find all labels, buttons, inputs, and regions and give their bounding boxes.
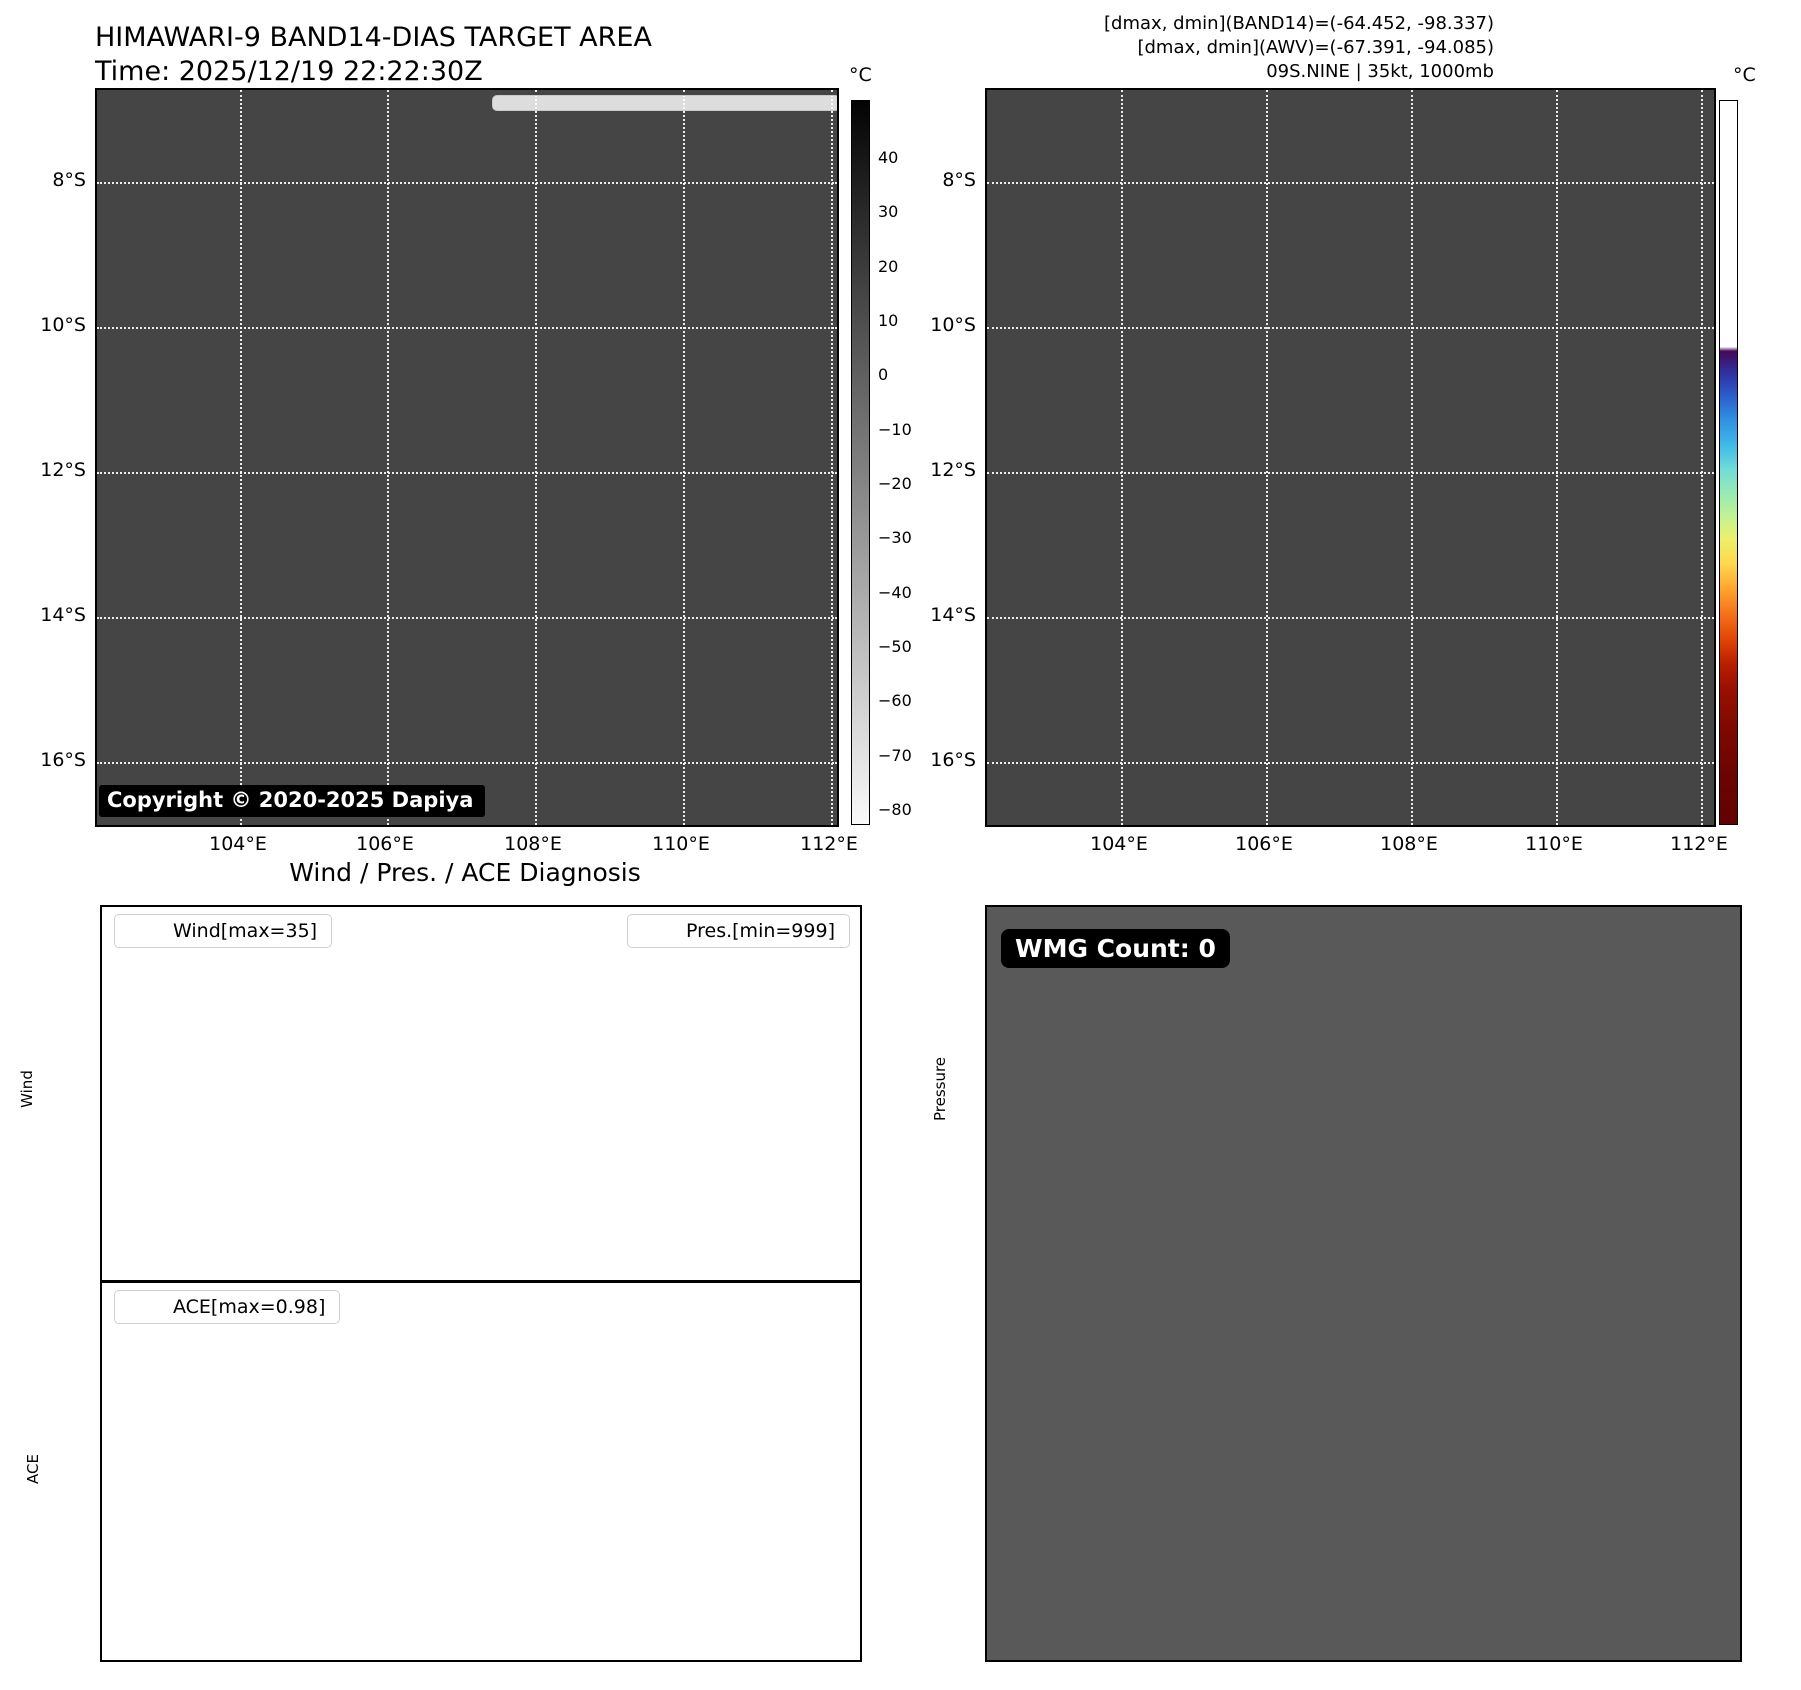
latitude-gridline [97,617,837,619]
dmax-dmin-awv: [dmax, dmin](AWV)=(-67.391, -94.085) [1137,37,1494,58]
band14-colorbar-tick: −60 [878,691,912,711]
wind-legend: Wind[max=35] [114,914,333,948]
band14-colorbar-tick: −70 [878,745,912,765]
longitude-gridline [240,90,242,825]
celsius-unit-right: °C [1733,64,1756,86]
wmg-mask-panel: WMG Count: 0 [985,905,1742,1662]
longitude-gridline [535,90,537,825]
ace-plot [102,1283,860,1660]
time-label: Time: 2025/12/19 22:22:30Z [95,56,483,87]
latitude-gridline [987,762,1714,764]
band14-colorbar-tick: 40 [878,148,899,167]
band14-colorbar-tick: −20 [878,473,912,493]
latitude-gridline [97,327,837,329]
ace-chart: ACE[max=0.98] [100,1281,862,1662]
map-legend [492,95,837,111]
ace-legend: ACE[max=0.98] [114,1290,341,1324]
band14-colorbar-tick: −40 [878,582,912,602]
longitude-gridline [1701,90,1703,825]
latitude-gridline [987,472,1714,474]
awv-lat-tick: 12°S [930,459,976,481]
awv-lon-tick: 110°E [1525,833,1583,855]
stats-header: [dmax, dmin](BAND14)=(-64.452, -98.337) … [1104,12,1494,84]
copyright-label: Copyright © 2020-2025 Dapiya [99,785,486,817]
awv-lon-tick: 112°E [1670,833,1728,855]
band14-colorbar-tick: 10 [878,310,899,330]
awv-lat-tick: 16°S [930,749,976,771]
band14-colorbar-tick: −10 [878,419,912,439]
longitude-gridline [1411,90,1413,825]
longitude-gridline [831,90,833,825]
longitude-gridline [1556,90,1558,825]
latitude-gridline [97,182,837,184]
awv-colorbar [1719,100,1738,825]
wmg-mask-imagery [987,907,1740,1660]
latitude-gridline [987,182,1714,184]
pressure-legend: Pres.[min=999] [627,914,850,948]
band14-colorbar-tick: 30 [878,202,899,222]
page-title: HIMAWARI-9 BAND14-DIAS TARGET AREA [95,22,652,53]
storm-tracks-overlay [97,90,837,825]
latitude-gridline [987,327,1714,329]
awv-lon-tick: 106°E [1235,833,1293,855]
longitude-gridline [1266,90,1268,825]
wmg-count-label: WMG Count: 0 [1001,929,1230,968]
band14-lon-tick: 112°E [800,833,858,855]
band14-lon-tick: 110°E [652,833,710,855]
band14-lat-tick: 12°S [40,459,86,481]
band14-lat-tick: 10°S [40,314,86,336]
awv-lat-tick: 14°S [930,604,976,626]
band14-colorbar-tick: −80 [878,799,912,819]
ace-legend-label: ACE[max=0.98] [173,1296,326,1318]
band14-colorbar-tick: −50 [878,636,912,656]
latitude-gridline [987,617,1714,619]
awv-colorized-map [985,88,1716,827]
celsius-unit-left: °C [849,64,872,86]
band14-lat-tick: 8°S [52,169,86,191]
storm-id-label: 09S.NINE | 35kt, 1000mb [1266,61,1494,82]
latitude-gridline [97,472,837,474]
band14-colorbar-tick: 20 [878,256,899,276]
longitude-gridline [683,90,685,825]
wind-legend-label: Wind[max=35] [173,920,318,942]
longitude-gridline [1121,90,1123,825]
ace-axis-label: ACE [24,1454,42,1484]
pressure-legend-swatch [642,929,676,934]
wind-pressure-chart: Wind[max=35] Pres.[min=999] [100,905,862,1282]
band14-lon-tick: 106°E [356,833,414,855]
longitude-gridline [387,90,389,825]
band14-colorbar [851,100,870,825]
band14-lon-tick: 108°E [504,833,562,855]
ace-legend-swatch [129,1305,163,1310]
latitude-gridline [97,762,837,764]
dmax-dmin-band14: [dmax, dmin](BAND14)=(-64.452, -98.337) [1104,13,1494,34]
band14-colorbar-tick: −30 [878,528,912,548]
awv-lon-tick: 108°E [1380,833,1438,855]
band14-lat-tick: 16°S [40,749,86,771]
pressure-axis-label: Pressure [931,1056,949,1122]
pressure-legend-label: Pres.[min=999] [686,920,835,942]
band14-lon-tick: 104°E [209,833,267,855]
awv-imagery [987,90,1714,825]
awv-lat-tick: 8°S [942,169,976,191]
band14-satellite-map: Copyright © 2020-2025 Dapiya [95,88,839,827]
awv-lat-tick: 10°S [930,314,976,336]
awv-lon-tick: 104°E [1090,833,1148,855]
band14-lat-tick: 14°S [40,604,86,626]
diagnosis-section-title: Wind / Pres. / ACE Diagnosis [289,858,641,887]
band14-colorbar-tick: 0 [878,365,889,385]
wind-axis-label: Wind [18,1070,36,1108]
wind-pressure-plot [102,907,860,1280]
wind-legend-swatch [129,929,163,934]
